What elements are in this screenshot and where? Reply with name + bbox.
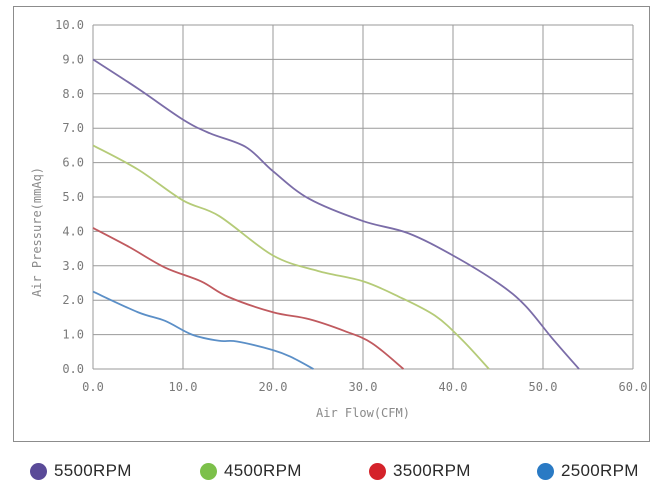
y-tick-label: 10.0 (55, 18, 84, 32)
legend-label-5500: 5500RPM (54, 461, 132, 480)
legend-item-4500: 4500RPM (200, 456, 302, 486)
legend-dot-3500 (369, 462, 386, 480)
y-axis-title: Air Pressure(mmAq) (30, 167, 44, 297)
series-line-5500rpm (92, 58, 580, 370)
y-tick-label: 2.0 (62, 293, 84, 307)
legend-item-2500: 2500RPM (537, 456, 639, 486)
series-line-4500rpm (92, 144, 490, 370)
y-tick-label: 5.0 (62, 190, 84, 204)
y-tick-label: 9.0 (62, 52, 84, 66)
legend-item-3500: 3500RPM (369, 456, 471, 486)
legend-label-2500: 2500RPM (561, 461, 639, 480)
x-tick-label: 10.0 (169, 380, 198, 394)
x-tick-label: 0.0 (82, 380, 104, 394)
y-tick-label: 4.0 (62, 224, 84, 238)
legend-label-4500: 4500RPM (224, 461, 302, 480)
x-tick-label: 50.0 (529, 380, 558, 394)
legend-dot-2500 (537, 462, 554, 480)
legend-item-5500: 5500RPM (30, 456, 132, 486)
x-tick-label: 20.0 (259, 380, 288, 394)
x-tick-label: 30.0 (349, 380, 378, 394)
legend-label-3500: 3500RPM (393, 461, 471, 480)
series-line-2500rpm (92, 290, 314, 370)
y-tick-label: 6.0 (62, 156, 84, 170)
legend: 5500RPM 4500RPM 3500RPM 2500RPM (0, 456, 662, 486)
y-tick-label: 7.0 (62, 121, 84, 135)
x-axis-title: Air Flow(CFM) (316, 406, 410, 420)
legend-dot-4500 (200, 462, 217, 480)
y-tick-label: 1.0 (62, 328, 84, 342)
x-tick-label: 40.0 (439, 380, 468, 394)
y-tick-label: 3.0 (62, 259, 84, 273)
series-line-3500rpm (92, 227, 405, 370)
y-tick-label: 0.0 (62, 362, 84, 376)
x-tick-label: 60.0 (619, 380, 648, 394)
legend-dot-5500 (30, 462, 47, 480)
y-tick-label: 8.0 (62, 87, 84, 101)
line-chart: 0.0 1.0 2.0 3.0 4.0 5.0 6.0 7.0 8.0 9.0 10.0 0.0 10.… (30, 18, 648, 420)
